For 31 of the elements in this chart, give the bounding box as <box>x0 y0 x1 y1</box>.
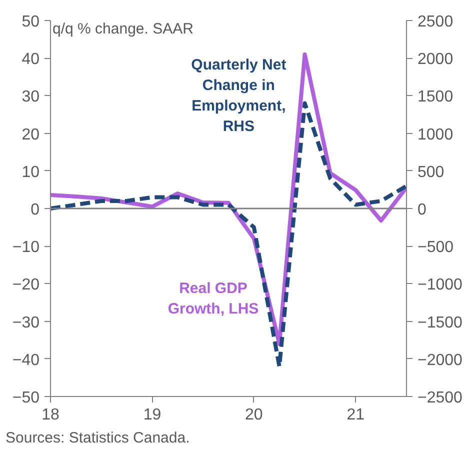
series-label: Quarterly Net Change in Employment, RHS <box>191 56 286 135</box>
y-tick-label: −40 <box>12 352 40 369</box>
y2-tick-label: 1000 <box>418 126 454 144</box>
x-tick-label: 21 <box>346 406 365 424</box>
y-tick-label: 0 <box>30 202 40 218</box>
y2-tick-label: −500 <box>418 239 454 256</box>
y2-tick-label: 0 <box>418 202 426 218</box>
y2-tick-label: −1000 <box>418 276 463 294</box>
y2-tick-label: 2000 <box>418 51 454 68</box>
y-tick-label: −30 <box>12 314 40 332</box>
y-tick-label: 10 <box>22 164 40 181</box>
y-tick-label: −10 <box>12 239 40 256</box>
y-tick-label: 30 <box>22 88 40 106</box>
y-tick-label: 20 <box>22 126 40 144</box>
y2-tick-label: −1500 <box>418 314 463 332</box>
x-tick-label: 20 <box>245 406 263 424</box>
y2-tick-label: 500 <box>418 164 444 181</box>
y-tick-label: 50 <box>22 14 40 30</box>
y2-tick-label: 2500 <box>418 14 454 30</box>
y-tick-label: 40 <box>22 51 40 68</box>
y-tick-label: −20 <box>12 276 40 294</box>
y2-tick-label: 1500 <box>418 88 454 106</box>
y2-tick-label: −2500 <box>418 390 463 406</box>
line-series <box>50 101 406 368</box>
y2-tick-label: −2000 <box>418 352 463 369</box>
x-tick-label: 18 <box>42 406 60 424</box>
x-tick-label: 19 <box>143 406 162 424</box>
y-tick-label: −50 <box>12 390 40 406</box>
series-label: Real GDP Growth, LHS <box>168 280 259 318</box>
y-axis-title: q/q % change. SAAR <box>52 20 194 38</box>
source-note: Sources: Statistics Canada. <box>6 430 190 446</box>
